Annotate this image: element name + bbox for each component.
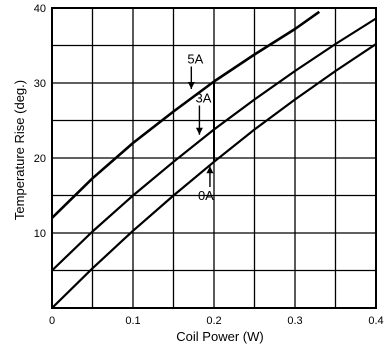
- annotation-layer: 5A 3A 0A: [187, 52, 214, 204]
- x-tick-labels: 0 0.1 0.2 0.3 0.4: [49, 315, 384, 327]
- x-tick-label: 0.2: [206, 315, 221, 327]
- y-tick-label: 20: [34, 153, 46, 165]
- annotation-arrowhead: [206, 166, 214, 174]
- annotation-label-3a: 3A: [196, 91, 212, 106]
- series-line-5a: [52, 10, 321, 219]
- x-tick-label: 0: [49, 315, 55, 327]
- x-axis-label: Coil Power (W): [176, 329, 263, 344]
- y-axis-label: Temperature Rise (deg.): [12, 80, 27, 220]
- annotation-label-5a: 5A: [187, 52, 203, 67]
- y-tick-labels: 10 20 30 40: [34, 3, 46, 240]
- annotation-arrowhead: [187, 82, 195, 89]
- annotation-label-0a: 0A: [198, 188, 214, 203]
- plot-frame: [51, 7, 377, 309]
- x-tick-label: 0.4: [368, 315, 383, 327]
- x-tick-label: 0.3: [287, 315, 302, 327]
- annotation-arrowhead: [195, 127, 203, 135]
- x-tick-label: 0.1: [125, 315, 140, 327]
- y-tick-label: 40: [34, 3, 46, 15]
- y-tick-label: 30: [34, 78, 46, 90]
- y-tick-label: 10: [34, 228, 46, 240]
- series-line-0a: [52, 43, 376, 308]
